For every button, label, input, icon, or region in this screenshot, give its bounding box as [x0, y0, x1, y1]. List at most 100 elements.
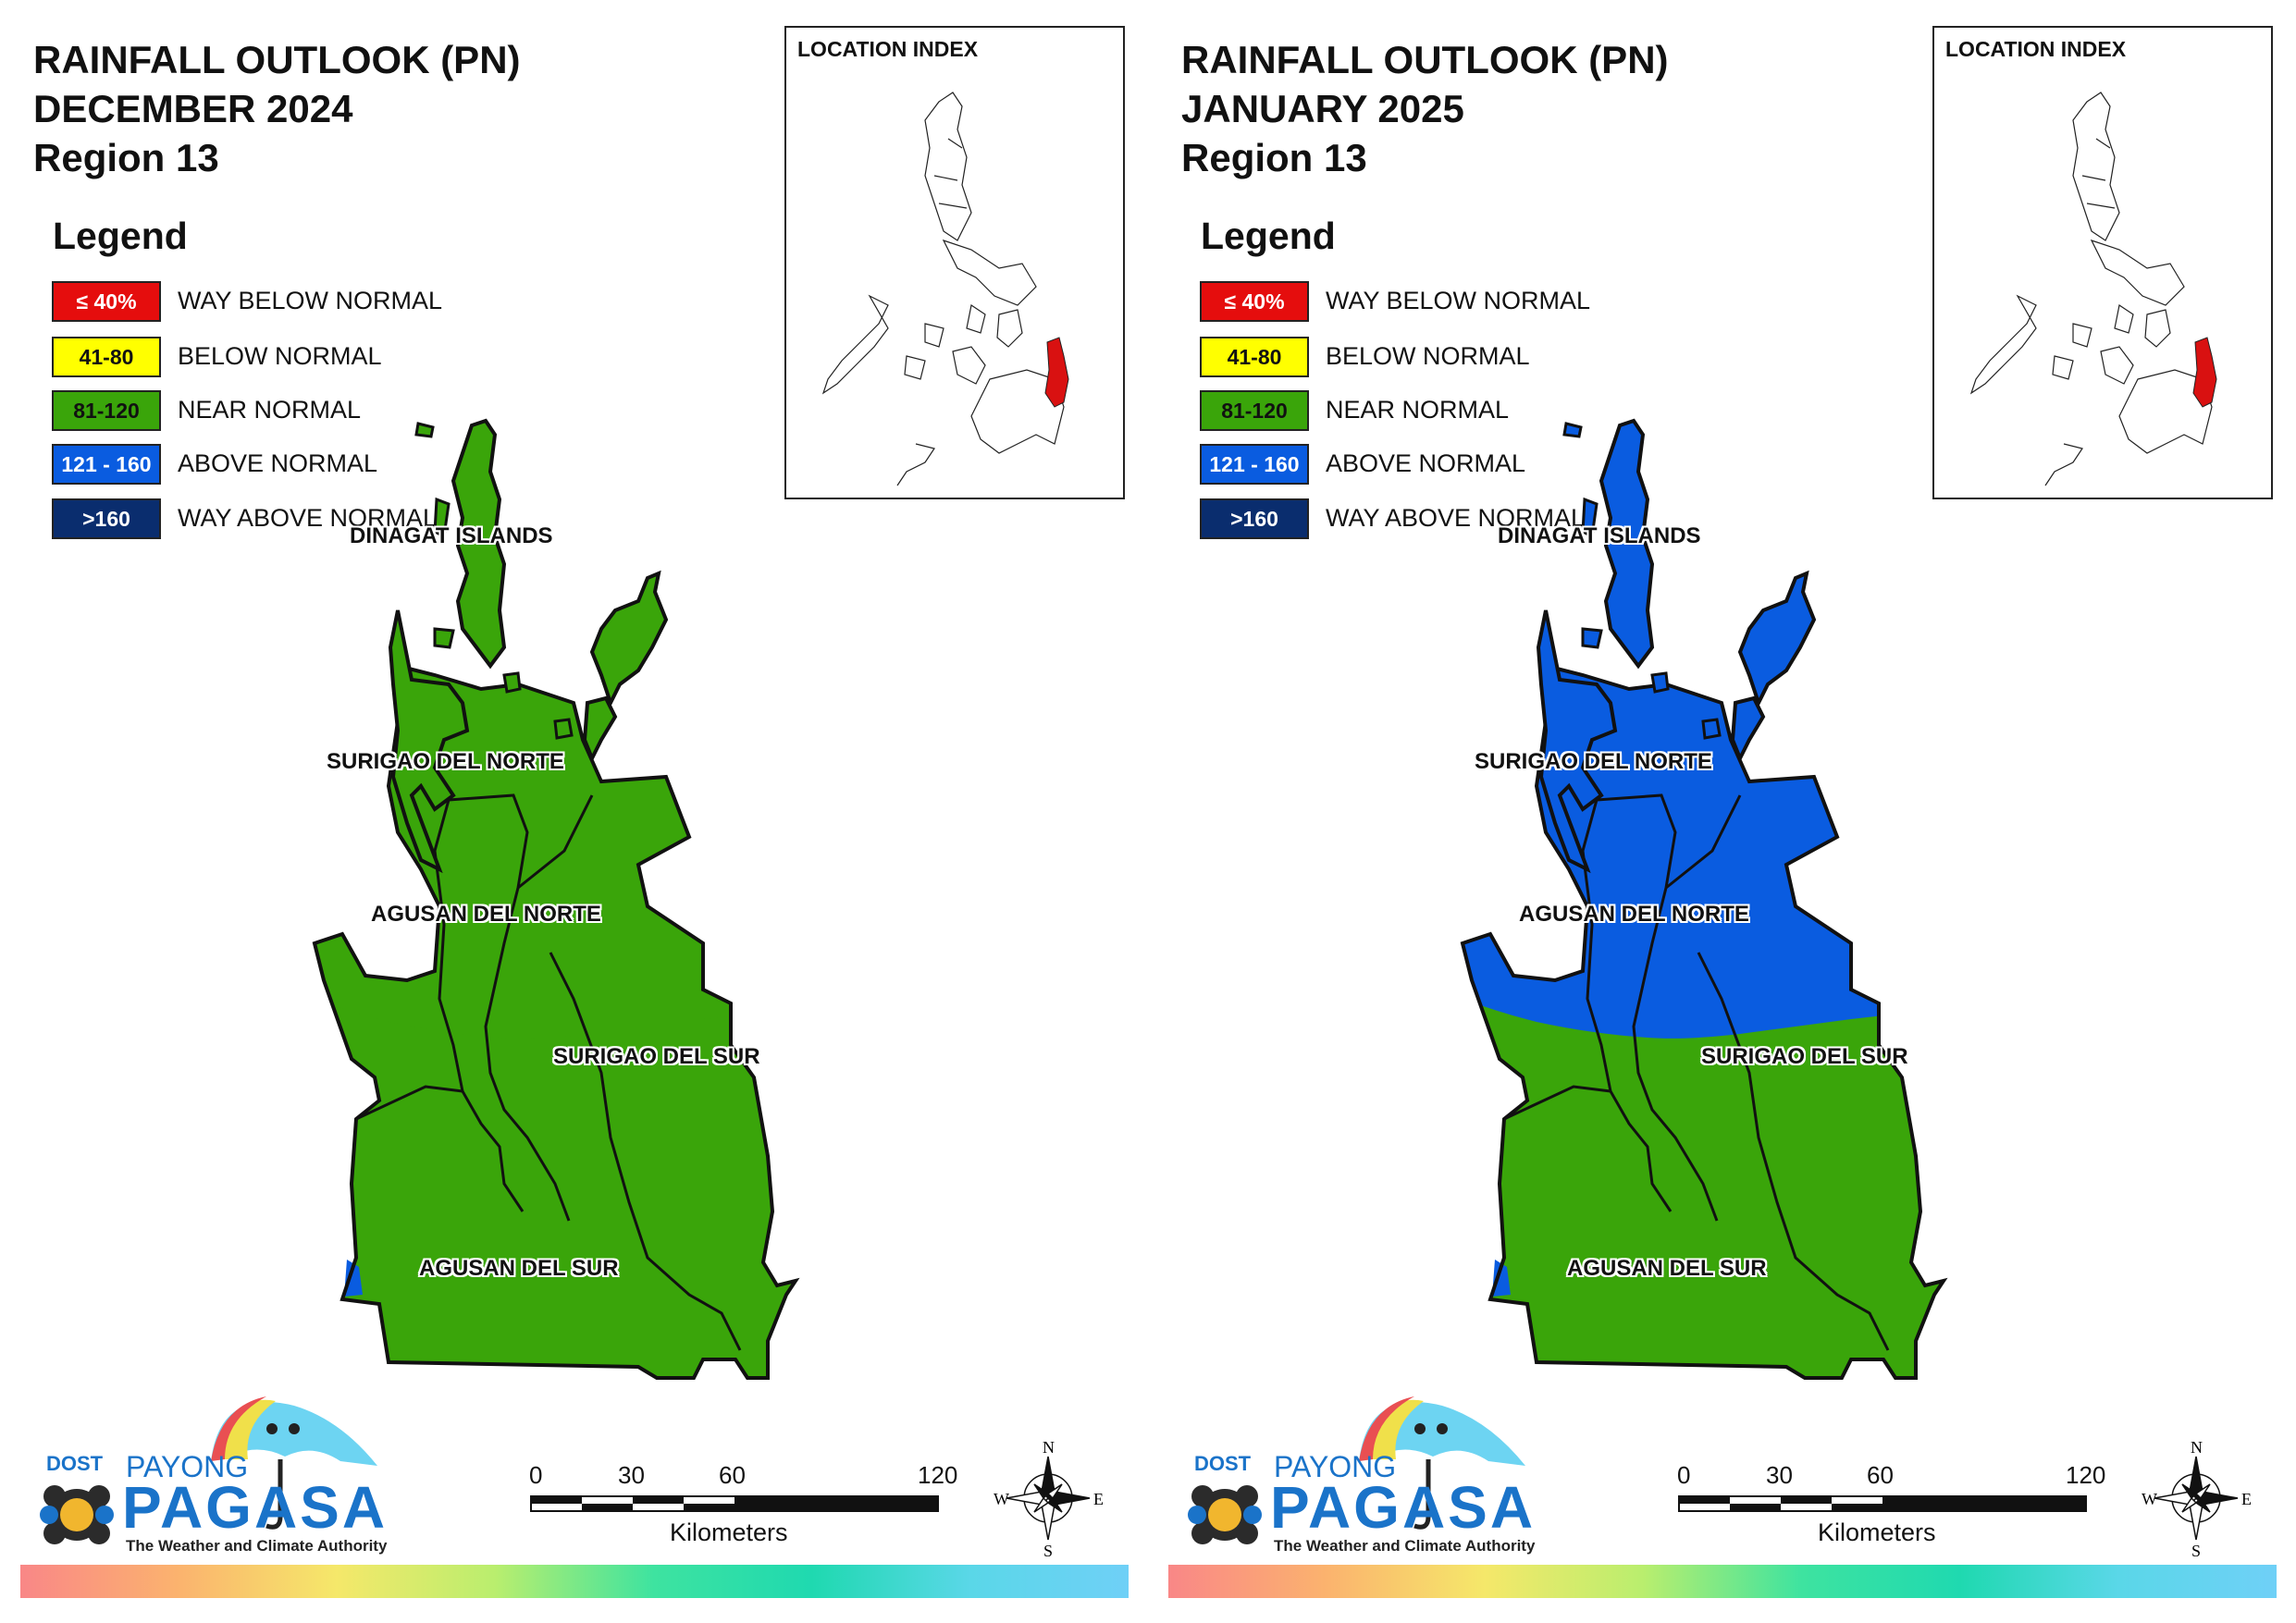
outlook-panel-2: RAINFALL OUTLOOK (PN) JANUARY 2025 Regio…: [1148, 0, 2296, 1623]
dinagat-island: [1701, 718, 1722, 740]
legend-swatch: >160: [1200, 498, 1309, 539]
scale-tick: 120: [2066, 1461, 2106, 1489]
region-13-highlight: [2192, 337, 2217, 408]
surigao-peninsula: [388, 609, 470, 874]
legend-label: BELOW NORMAL: [178, 342, 382, 370]
legend-label: NEAR NORMAL: [178, 396, 362, 424]
scale-bar-graphic: [1678, 1495, 2087, 1512]
north-arrow: N S W E: [2142, 1438, 2252, 1560]
boundary-line: [549, 952, 742, 1351]
title-line-1: RAINFALL OUTLOOK (PN): [33, 38, 521, 81]
boundary-line: [1581, 799, 1673, 1212]
dinagat-island: [451, 418, 507, 670]
dinagat-island: [553, 718, 574, 740]
brand-dost: DOST: [46, 1452, 104, 1475]
color-gradient-bar: [1168, 1565, 2277, 1598]
compass-w: W: [2142, 1490, 2157, 1508]
east-island: [582, 695, 618, 763]
compass-s: S: [1043, 1542, 1054, 1560]
title-line-3: Region 13: [33, 136, 219, 179]
scale-tick: 0: [529, 1461, 543, 1489]
legend-label: ABOVE NORMAL: [178, 449, 378, 477]
dinagat-island: [433, 497, 451, 539]
legend-swatch: 81-120: [52, 390, 161, 431]
map-title: RAINFALL OUTLOOK (PN) JANUARY 2025 Regio…: [1181, 35, 1669, 182]
legend-swatch: ≤ 40%: [52, 281, 161, 322]
scale-bar: 0 30 60 120 Kilometers: [529, 1461, 957, 1554]
dinagat-island: [433, 627, 455, 649]
legend-swatch: 121 - 160: [52, 444, 161, 485]
brand-payong: PAYONG: [126, 1450, 249, 1483]
legend-label: WAY BELOW NORMAL: [1326, 287, 1591, 314]
scale-bar: 0 30 60 120 Kilometers: [1677, 1461, 2105, 1554]
label-surigao-del-norte: SURIGAO DEL NORTE: [1475, 749, 1712, 774]
boundary-line: [1665, 794, 1742, 890]
legend-label: BELOW NORMAL: [1326, 342, 1530, 370]
label-surigao-del-sur: SURIGAO DEL SUR: [1701, 1044, 1908, 1069]
scale-tick: 0: [1677, 1461, 1691, 1489]
scale-tick: 120: [918, 1461, 958, 1489]
legend-swatch: 121 - 160: [1200, 444, 1309, 485]
umbrella-logo-icon: [40, 1396, 377, 1544]
compass-e: E: [1093, 1490, 1104, 1508]
brand-tagline: The Weather and Climate Authority: [126, 1537, 388, 1555]
umbrella-logo-icon: [1188, 1396, 1525, 1544]
legend-title: Legend: [1201, 215, 1336, 257]
outlook-panel-1: RAINFALL OUTLOOK (PN) DECEMBER 2024 Regi…: [20, 26, 1129, 1598]
dinagat-island: [502, 671, 522, 694]
label-agusan-del-sur: AGUSAN DEL SUR: [1567, 1256, 1767, 1281]
location-index-inset: LOCATION INDEX: [1932, 26, 2273, 499]
compass-e: E: [2241, 1490, 2252, 1508]
legend-swatch: ≤ 40%: [1200, 281, 1309, 322]
dinagat-island: [1650, 671, 1670, 694]
scale-unit: Kilometers: [1818, 1518, 1936, 1546]
dinagat-island: [1562, 422, 1583, 438]
east-island: [589, 570, 669, 708]
label-agusan-del-sur: AGUSAN DEL SUR: [419, 1256, 619, 1281]
pagasa-logo: DOST PAYONG PAGASA The Weather and Clima…: [1183, 1387, 1535, 1563]
brand-dost: DOST: [1194, 1452, 1252, 1475]
brand-pagasa: PAGASA: [122, 1474, 389, 1541]
scale-unit: Kilometers: [670, 1518, 788, 1546]
compass-rose-icon: [1006, 1456, 1091, 1541]
boundary-line: [1596, 793, 1719, 1222]
dinagat-island: [1599, 418, 1655, 670]
inset-title: LOCATION INDEX: [1945, 37, 2127, 61]
east-island: [1737, 570, 1817, 708]
legend-label: WAY BELOW NORMAL: [178, 287, 443, 314]
east-island: [1730, 695, 1766, 763]
legend-label: WAY ABOVE NORMAL: [178, 504, 438, 532]
surigao-peninsula: [1536, 609, 1618, 874]
region-map: [1460, 418, 1948, 1380]
small-patch: [344, 1260, 363, 1297]
compass-s: S: [2191, 1542, 2202, 1560]
boundary-line: [433, 799, 525, 1212]
legend-swatch: >160: [52, 498, 161, 539]
region-13-highlight: [1044, 337, 1069, 408]
legend-label: WAY ABOVE NORMAL: [1326, 504, 1586, 532]
label-agusan-del-norte: AGUSAN DEL NORTE: [371, 902, 601, 927]
scale-tick: 30: [1766, 1461, 1793, 1489]
boundary-line: [1697, 952, 1890, 1351]
north-band: [1463, 666, 1944, 1039]
label-surigao-del-norte: SURIGAO DEL NORTE: [327, 749, 564, 774]
scale-tick: 30: [618, 1461, 645, 1489]
brand-tagline: The Weather and Climate Authority: [1274, 1537, 1536, 1555]
dinagat-island: [414, 422, 435, 438]
scale-tick: 60: [1867, 1461, 1894, 1489]
region-map: [312, 418, 800, 1380]
label-dinagat-islands: DINAGAT ISLANDS: [350, 523, 553, 548]
legend-label: NEAR NORMAL: [1326, 396, 1510, 424]
compass-n: N: [1043, 1438, 1055, 1457]
brand-pagasa: PAGASA: [1270, 1474, 1537, 1541]
map-title: RAINFALL OUTLOOK (PN) DECEMBER 2024 Regi…: [33, 35, 521, 182]
legend-swatch: 41-80: [1200, 337, 1309, 377]
legend-label: ABOVE NORMAL: [1326, 449, 1526, 477]
scale-bar-graphic: [530, 1495, 939, 1512]
title-line-3: Region 13: [1181, 136, 1367, 179]
boundary-line: [355, 1085, 463, 1121]
philippines-outline-map: [1969, 92, 2217, 486]
legend-title: Legend: [53, 215, 188, 257]
boundary-line: [517, 794, 594, 890]
color-gradient-bar: [20, 1565, 1129, 1598]
